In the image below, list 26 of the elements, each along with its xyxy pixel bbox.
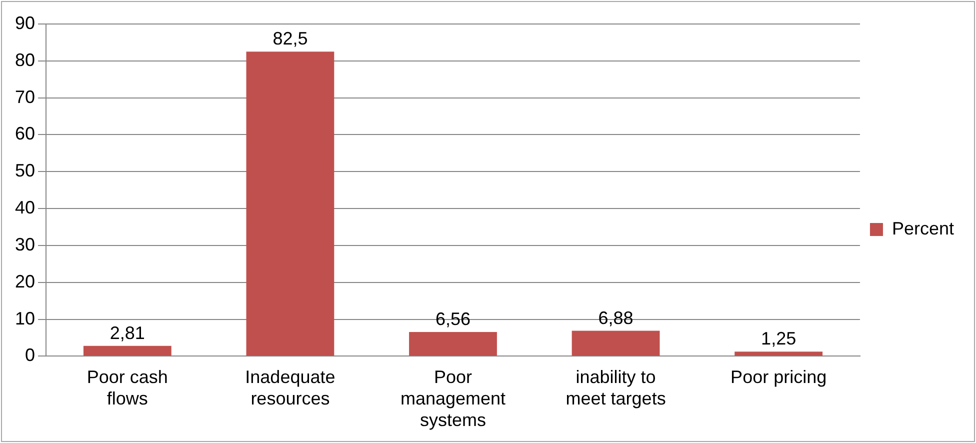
x-tick-label: Poor management systems (400, 366, 506, 430)
y-tick-label: 30 (14, 234, 36, 254)
y-tick-label: 20 (14, 271, 36, 292)
y-tick-label: 80 (14, 50, 36, 70)
y-tick-label: 40 (14, 198, 36, 218)
bar (572, 330, 660, 356)
x-tick-label: Inadequate resources (245, 366, 336, 409)
y-tick-label: 50 (14, 160, 36, 181)
x-tick-label: Poor cash flows (86, 366, 168, 409)
y-tick-label: 70 (14, 86, 36, 107)
data-label: 82,5 (272, 28, 308, 49)
data-label: 2,81 (110, 322, 145, 343)
legend-label: Percent (892, 218, 954, 238)
x-tick-label: Poor pricing (730, 366, 827, 387)
bar (246, 52, 334, 356)
y-tick-label: 90 (14, 12, 36, 33)
data-label: 6,56 (435, 308, 471, 329)
bar (734, 352, 823, 356)
data-label: 6,88 (598, 308, 634, 328)
bar (83, 346, 172, 356)
y-tick-label: 60 (14, 124, 36, 144)
bar (409, 332, 497, 356)
x-tick-label: inability to meet targets (566, 366, 666, 409)
data-label: 1,25 (761, 328, 796, 349)
y-tick-label: 0 (25, 345, 36, 366)
y-tick-label: 10 (14, 308, 36, 328)
